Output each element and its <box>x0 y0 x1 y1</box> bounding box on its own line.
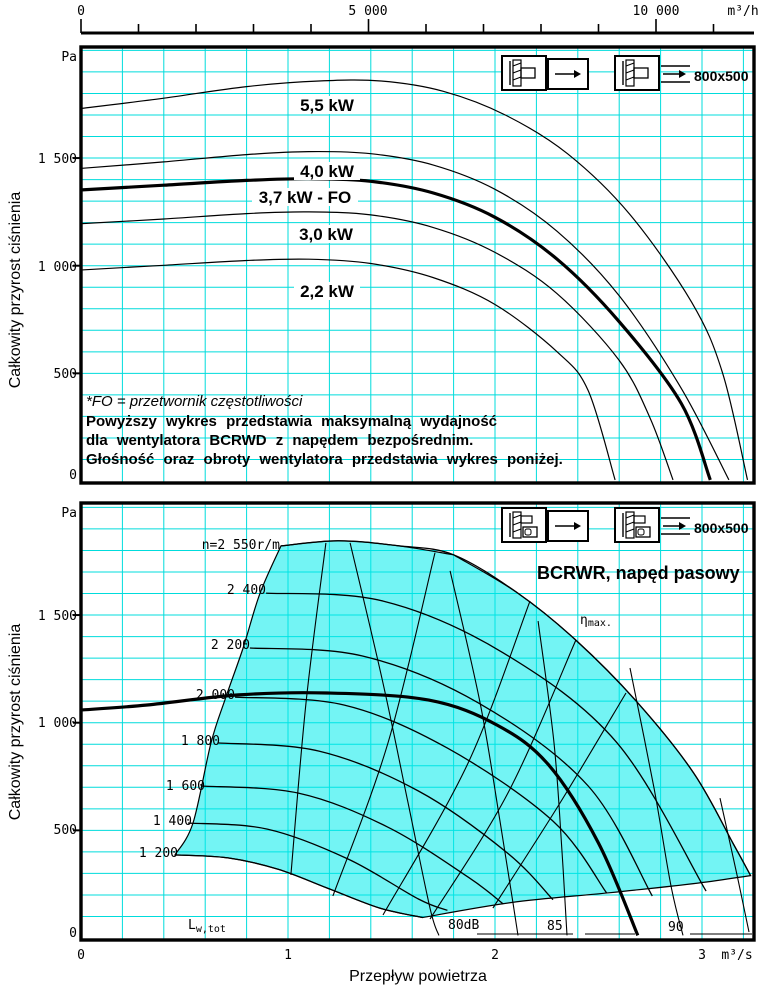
rpm-label-2400: 2 400 <box>227 583 266 598</box>
rpm-label-2200: 2 200 <box>211 638 250 653</box>
top-axis-unit: m³/h <box>727 4 758 19</box>
bottom-chart-title: BCRWR, napęd pasowy <box>537 563 740 583</box>
top-axis-tick-5000: 5 000 <box>348 4 387 19</box>
y-axis-title-bottom: Całkowity przyrost ciśnienia <box>7 624 24 821</box>
rpm-label-2000: 2 000 <box>196 688 235 703</box>
db-label-80: 80dB <box>448 918 479 933</box>
label-bg <box>293 225 359 243</box>
duct-fan-icons-belt-drive <box>501 507 690 543</box>
x-axis-unit: m³/s <box>721 948 752 963</box>
ytick-bot-1500: 1 500 <box>38 609 77 624</box>
db-label-90: 90 <box>668 920 684 935</box>
note-line1: Powyższy wykres przedstawia maksymalną w… <box>86 413 497 430</box>
curve-label-3-0kw: 3,0 kW <box>299 225 354 244</box>
size-label-top: 800x500 <box>694 68 749 84</box>
note-fo: *FO = przetwornik częstotliwości <box>86 393 303 410</box>
top-axis-tick-0: 0 <box>77 4 85 19</box>
ytick-top-1000: 1 000 <box>38 260 77 275</box>
ytick-bot-1000: 1 000 <box>38 716 77 731</box>
db-label-85: 85 <box>547 919 563 934</box>
label-bg <box>294 96 360 114</box>
label-bg <box>294 282 360 300</box>
pa-unit-bottom: Pa <box>61 506 77 521</box>
rpm-label-2550: n=2 550r/m <box>202 538 280 553</box>
curve-label-5-5kw: 5,5 kW <box>300 96 355 115</box>
xtick-0: 0 <box>77 948 85 963</box>
xtick-3: 3 <box>698 948 706 963</box>
label-bg <box>294 162 360 180</box>
rpm-curves <box>82 540 752 937</box>
curve-label-3-7kw-fo: 3,7 kW - FO <box>259 188 352 207</box>
eta-max-label: ηmax. <box>580 613 612 629</box>
label-bg <box>252 188 358 206</box>
x-axis-title: Przepływ powietrza <box>349 968 487 985</box>
rpm-label-1400: 1 400 <box>153 814 192 829</box>
top-axis-tick-10000: 10 000 <box>633 4 680 19</box>
size-label-bottom: 800x500 <box>694 520 749 536</box>
note-line3: Głośność oraz obroty wentylatora przedst… <box>86 451 563 468</box>
lw-tot-label: Lw,tot <box>188 918 226 935</box>
rpm-label-1200: 1 200 <box>139 846 178 861</box>
duct-fan-icons-direct-drive <box>501 55 690 91</box>
power-curves <box>82 79 749 481</box>
ytick-bot-500: 500 <box>54 823 77 838</box>
ytick-bot-0: 0 <box>69 926 77 941</box>
curve-label-2-2kw: 2,2 kW <box>300 282 355 301</box>
top-chart-border <box>79 45 756 485</box>
ytick-top-1500: 1 500 <box>38 152 77 167</box>
xtick-2: 2 <box>491 948 499 963</box>
ytick-top-500: 500 <box>54 367 77 382</box>
curve-label-4-0kw: 4,0 kW <box>300 162 355 181</box>
ytick-top-0: 0 <box>69 468 77 483</box>
y-axis-title-top: Całkowity przyrost ciśnienia <box>7 192 24 389</box>
xtick-1: 1 <box>284 948 292 963</box>
bottom-chart-border <box>79 501 756 942</box>
rpm-label-1600: 1 600 <box>166 779 205 794</box>
pa-unit-top: Pa <box>61 50 77 65</box>
rpm-label-1800: 1 800 <box>181 734 220 749</box>
note-line2: dla wentylatora BCRWD z napędem bezpośre… <box>86 432 473 449</box>
top-axis-mc3h <box>80 19 754 35</box>
